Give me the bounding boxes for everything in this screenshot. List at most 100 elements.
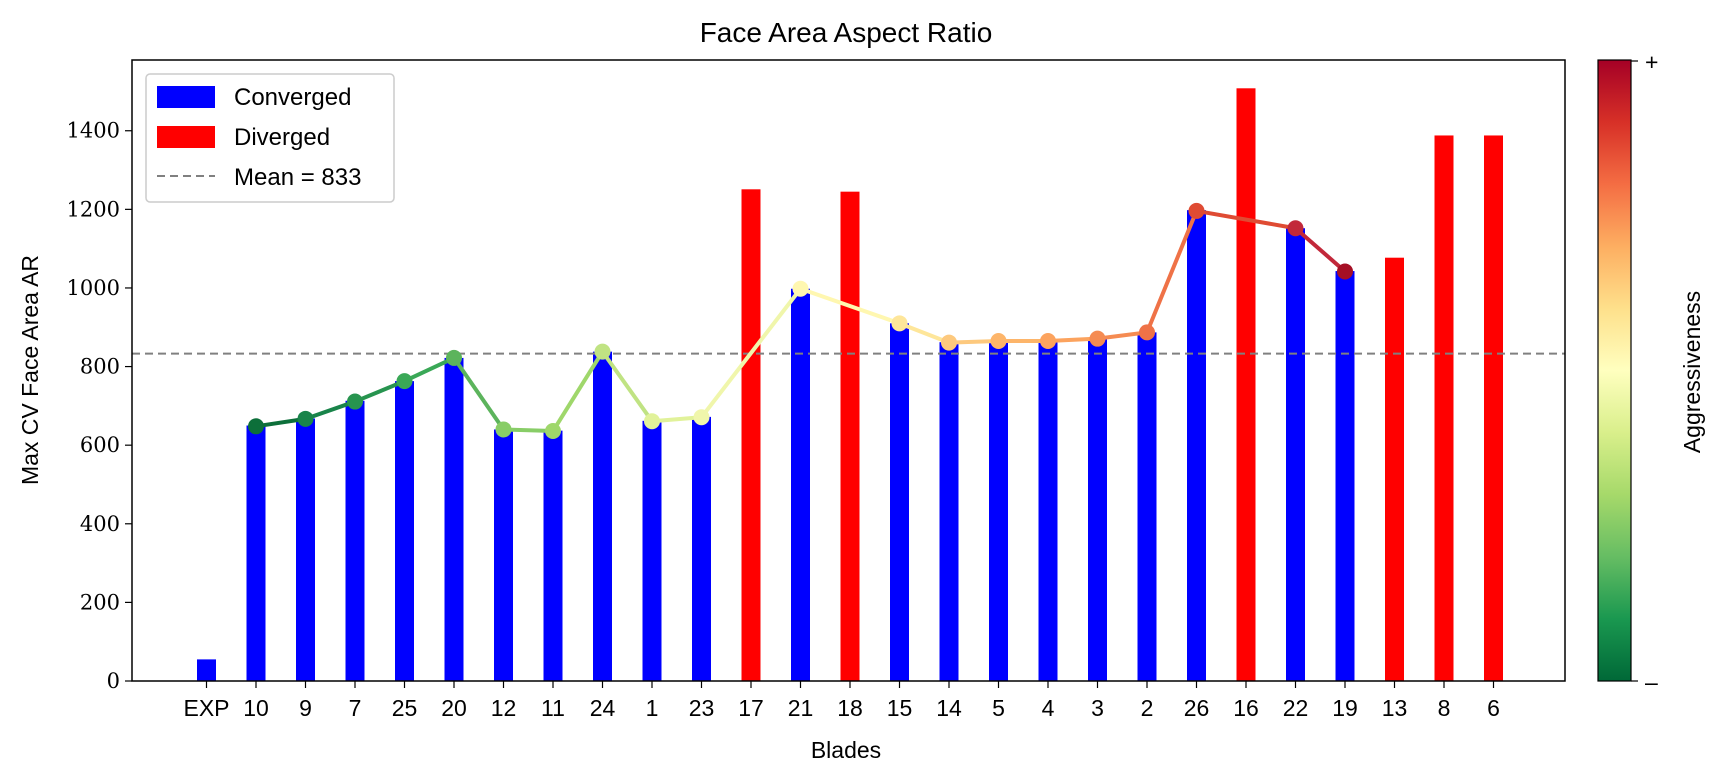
x-tick-label: 3 (1091, 695, 1104, 721)
trend-segment-11-24 (551, 349, 605, 434)
bar-10 (246, 425, 266, 681)
x-tick-label: 25 (392, 695, 418, 721)
x-tick-label: 6 (1487, 695, 1500, 721)
x-tick-label: 1 (646, 695, 659, 721)
x-tick-label: 11 (541, 695, 565, 721)
trend-segment-10-9 (254, 416, 308, 429)
x-tick-label: 2 (1141, 695, 1154, 721)
y-tick-label: 600 (80, 433, 120, 457)
trend-point-11 (545, 423, 561, 440)
trend-point-20 (446, 349, 462, 366)
trend-point-5 (990, 333, 1007, 350)
bar-4 (1038, 340, 1058, 681)
colorbar-bottom-label: – (1645, 669, 1658, 695)
trend-segment-12-11 (501, 427, 555, 434)
y-tick-label: 800 (80, 355, 120, 379)
bar-17 (741, 189, 761, 681)
trend-point-4 (1040, 333, 1056, 350)
trend-segment-7-25 (353, 379, 407, 404)
legend-diverged-swatch (157, 126, 215, 148)
trend-segment-21-15 (798, 286, 902, 326)
trend-line (248, 202, 1353, 440)
trend-point-23 (693, 409, 710, 426)
trend-point-1 (644, 413, 660, 430)
trend-segment-26-22 (1194, 208, 1298, 231)
trend-segment-14-5 (947, 339, 1001, 345)
x-tick-label: 18 (837, 695, 863, 721)
x-tick-label: 14 (936, 695, 962, 721)
bar-12 (494, 429, 513, 681)
x-tick-label: 19 (1332, 695, 1358, 721)
trend-point-21 (792, 280, 809, 297)
colorbar-label: Aggressiveness (1679, 291, 1705, 453)
bar-23 (692, 416, 711, 681)
trend-point-15 (891, 315, 908, 332)
x-axis: EXP 10 9 7 25 20 12 11 24 1 23 17 21 18 15 14 5 4 3 2 26 16 22… (183, 681, 1500, 721)
x-tick-label: 8 (1438, 695, 1451, 721)
trend-point-25 (396, 373, 413, 390)
trend-segment-23-21 (699, 286, 803, 420)
x-tick-label: 17 (738, 695, 764, 721)
colorbar: + – Aggressiveness (1597, 49, 1705, 695)
trend-segment-2-26 (1145, 208, 1199, 335)
y-tick-label: 1000 (67, 276, 120, 300)
trend-point-7 (347, 393, 363, 410)
trend-point-2 (1139, 324, 1155, 341)
x-tick-label: 4 (1042, 695, 1055, 721)
bar-14 (939, 342, 959, 681)
y-tick-label: 1400 (67, 119, 120, 143)
trend-segment-1-23 (650, 415, 704, 424)
bar-7 (345, 400, 365, 681)
bar-20 (444, 357, 464, 681)
trend-point-3 (1089, 330, 1106, 347)
x-tick-label: 16 (1233, 695, 1259, 721)
trend-segment-15-14 (897, 321, 951, 345)
bar-5 (989, 340, 1008, 681)
trend-point-26 (1188, 202, 1205, 219)
x-tick-label: 12 (491, 695, 517, 721)
trend-segment-25-20 (402, 355, 456, 384)
legend-converged-label: Converged (234, 84, 351, 111)
bar-15 (890, 323, 909, 681)
x-tick-label: 23 (689, 695, 715, 721)
trend-point-22 (1287, 220, 1304, 237)
x-tick-label: 24 (590, 695, 616, 721)
x-tick-label: 7 (349, 695, 362, 721)
trend-segment-24-1 (600, 349, 654, 424)
bar-6 (1484, 135, 1503, 682)
bar-19 (1335, 271, 1355, 681)
trend-point-19 (1337, 263, 1353, 280)
y-tick-label: 200 (80, 590, 120, 614)
bar-22 (1286, 228, 1305, 681)
trend-point-10 (248, 418, 264, 435)
x-axis-label: Blades (811, 737, 881, 763)
bar-11 (543, 430, 563, 681)
bar-26 (1187, 210, 1206, 681)
bar-13 (1385, 257, 1404, 681)
bar-2 (1137, 332, 1157, 681)
bar-EXP (197, 659, 216, 681)
trend-point-14 (941, 334, 957, 351)
bar-1 (642, 420, 662, 681)
colorbar-top-label: + (1645, 49, 1658, 75)
x-tick-label: 21 (788, 695, 814, 721)
x-tick-label: 5 (992, 695, 1005, 721)
trend-point-9 (297, 410, 314, 427)
legend: Converged Diverged Mean = 833 (145, 73, 395, 203)
colorbar-gradient (1597, 59, 1632, 682)
x-tick-label: 22 (1283, 695, 1309, 721)
trend-segment-22-19 (1293, 226, 1347, 274)
trend-segment-3-2 (1095, 330, 1149, 341)
y-tick-label: 0 (107, 669, 120, 693)
x-tick-label: 10 (243, 695, 269, 721)
x-tick-label: EXP (183, 695, 229, 721)
trend-segment-9-7 (303, 399, 357, 421)
y-tick-label: 400 (80, 512, 120, 536)
x-tick-label: 9 (299, 695, 312, 721)
bar-18 (840, 191, 860, 681)
plot-frame (131, 59, 1566, 682)
legend-mean-label: Mean = 833 (234, 164, 361, 191)
bar-21 (791, 288, 810, 681)
bar-16 (1236, 88, 1256, 682)
